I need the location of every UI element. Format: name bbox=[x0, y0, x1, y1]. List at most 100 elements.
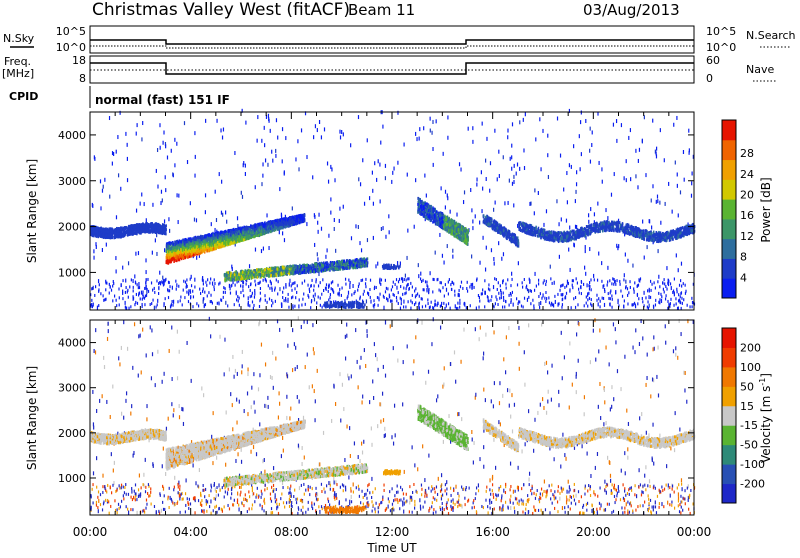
echo-point bbox=[454, 290, 455, 293]
echo-point bbox=[624, 273, 625, 277]
echo-point bbox=[498, 150, 499, 154]
echo-point bbox=[169, 285, 170, 288]
echo-point bbox=[260, 233, 262, 236]
echo-point bbox=[400, 285, 401, 288]
echo-point bbox=[530, 302, 531, 305]
echo-point bbox=[150, 223, 152, 226]
echo-point bbox=[154, 291, 155, 294]
echo-point bbox=[672, 210, 673, 214]
echo-point bbox=[144, 230, 146, 233]
echo-point bbox=[221, 180, 222, 184]
echo-point bbox=[276, 279, 277, 282]
echo-point bbox=[161, 231, 163, 234]
echo-point bbox=[623, 278, 624, 281]
echo-point bbox=[373, 236, 374, 240]
echo-point bbox=[453, 282, 454, 285]
echo-point bbox=[516, 172, 517, 176]
echo-point bbox=[331, 281, 332, 284]
echo-point bbox=[415, 287, 416, 290]
echo-point bbox=[134, 303, 135, 306]
echo-point bbox=[554, 281, 555, 285]
echo-point bbox=[498, 281, 499, 284]
echo-point bbox=[472, 284, 473, 287]
echo-point bbox=[310, 306, 311, 309]
echo-point bbox=[136, 224, 138, 227]
echo-point bbox=[393, 281, 394, 284]
echo-point bbox=[627, 294, 628, 297]
echo-point bbox=[220, 128, 221, 132]
echo-point bbox=[209, 282, 210, 285]
echo-point bbox=[396, 299, 397, 302]
echo-point bbox=[661, 295, 662, 298]
echo-point bbox=[114, 295, 115, 298]
echo-point bbox=[554, 295, 555, 298]
echo-point bbox=[557, 293, 558, 296]
echo-point bbox=[542, 293, 543, 297]
echo-point bbox=[295, 296, 296, 299]
echo-point bbox=[544, 297, 545, 300]
echo-point bbox=[157, 148, 158, 152]
echo-point bbox=[527, 288, 528, 291]
echo-point bbox=[647, 289, 648, 292]
echo-point bbox=[482, 288, 483, 291]
echo-point bbox=[160, 229, 162, 232]
echo-point bbox=[152, 299, 153, 302]
echo-point bbox=[585, 249, 586, 253]
echo-point bbox=[667, 300, 668, 303]
echo-point bbox=[187, 253, 189, 256]
echo-point bbox=[309, 290, 310, 293]
echo-point bbox=[616, 119, 617, 123]
echo-point bbox=[96, 245, 97, 249]
echo-point bbox=[625, 280, 626, 284]
echo-point bbox=[516, 297, 517, 300]
echo-point bbox=[435, 251, 436, 255]
echo-point bbox=[581, 152, 582, 156]
echo-point bbox=[637, 294, 638, 297]
echo-point bbox=[349, 286, 350, 289]
echo-point bbox=[204, 305, 205, 308]
echo-point bbox=[575, 306, 576, 309]
echo-point bbox=[264, 143, 265, 147]
echo-point bbox=[167, 254, 169, 257]
echo-point bbox=[534, 188, 535, 192]
echo-point bbox=[156, 169, 157, 173]
echo-point bbox=[179, 258, 181, 261]
echo-point bbox=[164, 231, 166, 234]
echo-point bbox=[301, 303, 302, 306]
echo-point bbox=[277, 136, 278, 140]
echo-point bbox=[420, 272, 421, 276]
echo-point bbox=[157, 303, 158, 306]
echo-point bbox=[253, 307, 254, 310]
echo-point bbox=[182, 303, 183, 306]
echo-point bbox=[529, 278, 530, 281]
echo-point bbox=[374, 286, 375, 289]
echo-point bbox=[358, 285, 359, 288]
echo-point bbox=[228, 230, 230, 233]
echo-point bbox=[147, 229, 149, 232]
echo-point bbox=[442, 254, 443, 258]
echo-point bbox=[585, 245, 586, 249]
echo-point bbox=[142, 230, 144, 233]
echo-point bbox=[580, 167, 581, 171]
echo-point bbox=[366, 299, 367, 303]
echo-point bbox=[109, 195, 110, 199]
echo-point bbox=[117, 135, 118, 139]
echo-point bbox=[265, 158, 266, 162]
echo-point bbox=[370, 279, 371, 282]
echo-point bbox=[282, 231, 283, 235]
echo-point bbox=[566, 219, 567, 223]
echo-point bbox=[369, 196, 370, 200]
echo-point bbox=[100, 206, 101, 210]
echo-point bbox=[121, 226, 123, 229]
echo-point bbox=[308, 296, 309, 299]
echo-point bbox=[451, 288, 452, 291]
echo-point bbox=[612, 277, 613, 280]
echo-point bbox=[268, 119, 269, 123]
echo-point bbox=[350, 281, 351, 284]
echo-point bbox=[647, 300, 648, 303]
echo-point bbox=[375, 264, 376, 268]
echo-point bbox=[264, 126, 265, 130]
echo-point bbox=[403, 287, 404, 290]
echo-point bbox=[279, 230, 280, 234]
echo-point bbox=[250, 289, 251, 292]
